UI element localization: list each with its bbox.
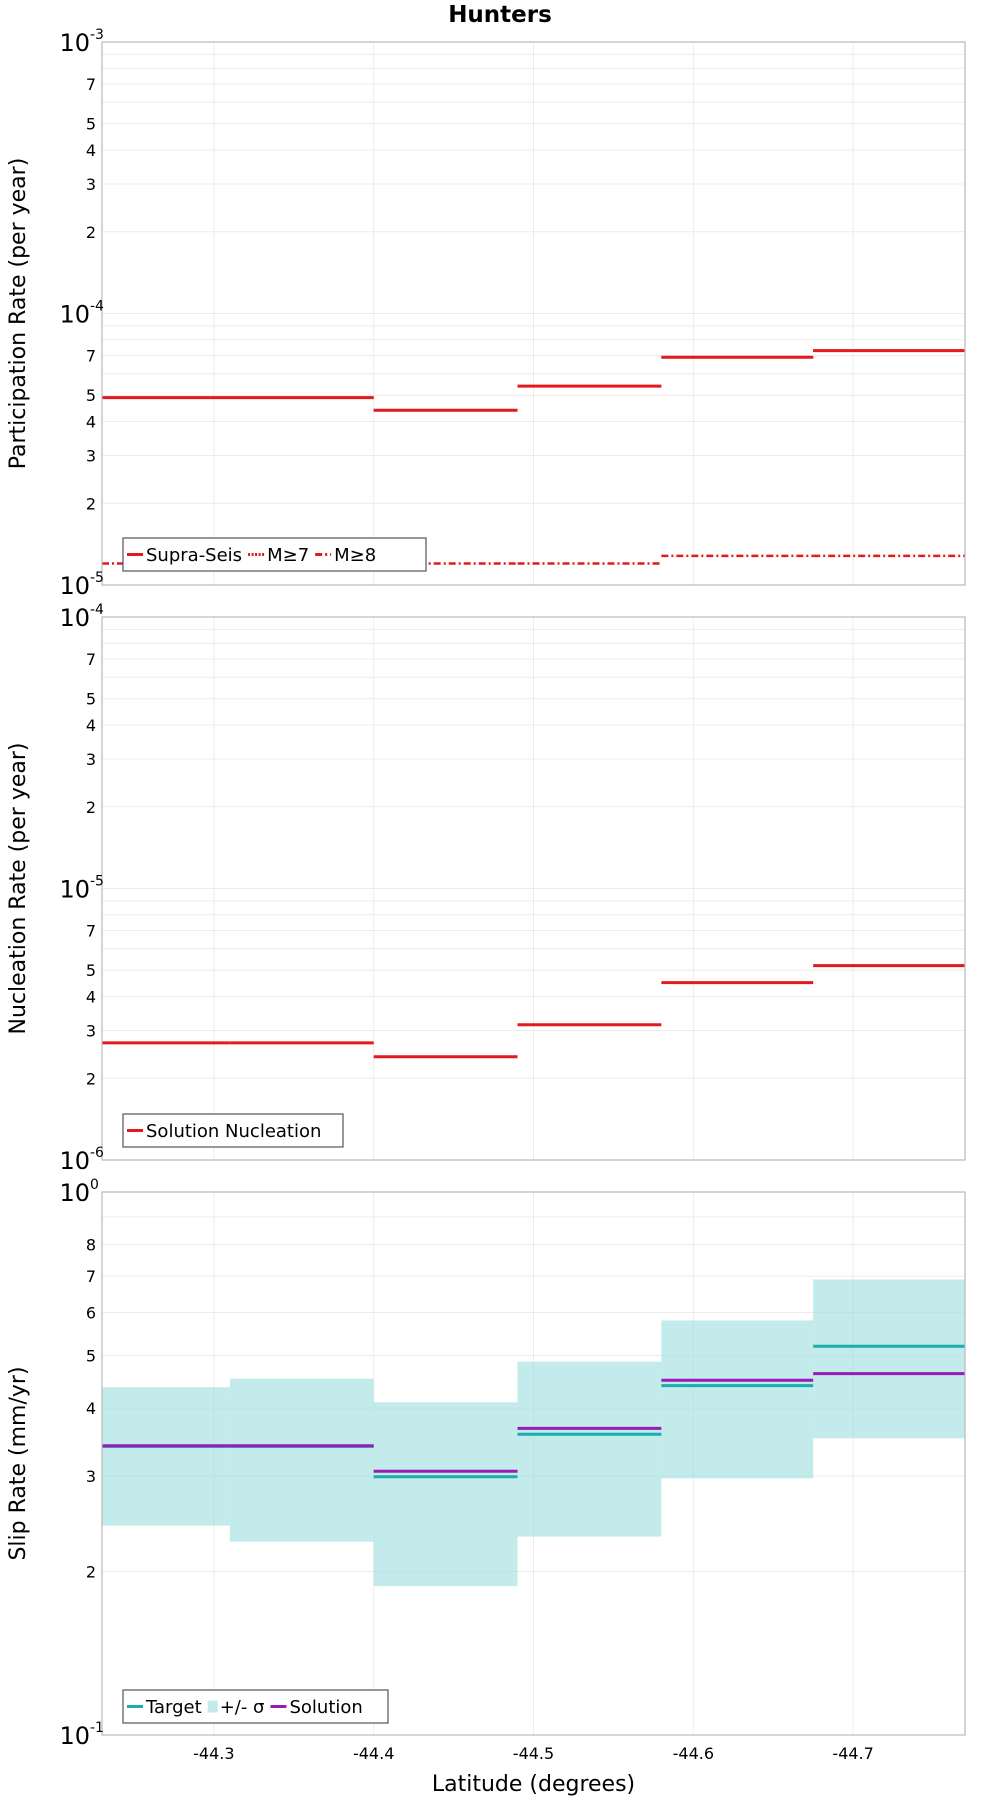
- y-tick-label: 3: [86, 1467, 96, 1486]
- legend-label: +/- σ: [220, 1697, 265, 1718]
- y-tick-label: 4: [86, 716, 96, 735]
- y-tick-exponent: -3: [90, 27, 104, 43]
- y-tick-exponent: -4: [90, 602, 104, 618]
- y-tick-label-major: 10: [59, 604, 90, 632]
- y-axis-label: Participation Rate (per year): [6, 158, 31, 470]
- plot-frame: [101, 616, 966, 1161]
- legend-box: [122, 1113, 344, 1148]
- y-tick-label: 4: [86, 1399, 96, 1418]
- legend: Supra-Seis M≥7 M≥8: [122, 537, 427, 572]
- y-tick-label: 2: [86, 798, 96, 817]
- y-tick-label: 7: [86, 1267, 96, 1286]
- legend-label: M≥7: [267, 545, 309, 566]
- y-tick-label-major: 10: [59, 301, 90, 329]
- sigma-band-segment: [661, 1320, 814, 1479]
- y-tick-label-major: 10: [59, 572, 90, 600]
- legend-box: [122, 1689, 389, 1724]
- y-tick-label: 3: [86, 1021, 96, 1040]
- y-tick-label: 3: [86, 750, 96, 769]
- y-tick-label: 6: [86, 1303, 96, 1322]
- y-tick-label: 2: [86, 223, 96, 242]
- y-tick-label: 5: [86, 690, 96, 709]
- y-tick-label-major: 10: [59, 1147, 90, 1175]
- y-tick-label: 5: [86, 961, 96, 980]
- y-tick-label: 3: [86, 175, 96, 194]
- y-tick-label: 5: [86, 386, 96, 405]
- y-tick-label: 2: [86, 1069, 96, 1088]
- y-tick-label: 5: [86, 1346, 96, 1365]
- x-tick-label: -44.5: [513, 1744, 554, 1763]
- y-tick-label-major: 10: [59, 1179, 90, 1207]
- x-tick-label: -44.4: [353, 1744, 394, 1763]
- y-tick-exponent: -1: [90, 1720, 104, 1736]
- y-tick-exponent: 0: [90, 1177, 99, 1193]
- legend-label: Target: [145, 1697, 202, 1718]
- sigma-band-segment: [813, 1279, 965, 1439]
- legend: Target +/- σ Solution: [122, 1689, 389, 1724]
- chart-title: Hunters: [448, 2, 552, 28]
- y-tick-label: 4: [86, 988, 96, 1007]
- legend-label: M≥8: [334, 545, 376, 566]
- y-tick-label-major: 10: [59, 1722, 90, 1750]
- legend-swatch-band: [207, 1700, 218, 1713]
- y-axis-label: Slip Rate (mm/yr): [6, 1366, 31, 1560]
- plot-frame: [101, 1191, 966, 1736]
- y-tick-label: 5: [86, 115, 96, 134]
- x-axis-label: Latitude (degrees): [432, 1772, 635, 1797]
- plot-frame: [101, 41, 966, 586]
- x-tick-label: -44.7: [832, 1744, 873, 1763]
- y-tick-label: 3: [86, 446, 96, 465]
- y-tick-exponent: -6: [90, 1145, 104, 1161]
- sigma-band-segment: [517, 1361, 662, 1537]
- legend-label: Supra-Seis: [146, 545, 242, 566]
- sigma-band-segment: [229, 1378, 374, 1542]
- y-tick-label: 2: [86, 494, 96, 513]
- y-tick-label: 4: [86, 413, 96, 432]
- sigma-band-segment: [102, 1387, 230, 1526]
- y-tick-label: 4: [86, 141, 96, 160]
- y-tick-label-major: 10: [59, 876, 90, 904]
- legend-label: Solution Nucleation: [146, 1121, 321, 1142]
- y-tick-label-major: 10: [59, 29, 90, 57]
- y-tick-label: 7: [86, 347, 96, 366]
- x-tick-label: -44.3: [193, 1744, 234, 1763]
- y-axis-label: Nucleation Rate (per year): [6, 743, 31, 1035]
- y-tick-exponent: -5: [90, 874, 104, 890]
- y-tick-exponent: -5: [90, 570, 104, 586]
- y-tick-label: 7: [86, 650, 96, 669]
- y-tick-label: 7: [86, 922, 96, 941]
- y-tick-exponent: -4: [90, 299, 104, 315]
- legend: Solution Nucleation: [122, 1113, 344, 1148]
- sigma-band-segment: [373, 1402, 518, 1587]
- y-tick-label: 7: [86, 75, 96, 94]
- y-tick-label: 8: [86, 1236, 96, 1255]
- x-tick-label: -44.6: [673, 1744, 714, 1763]
- legend-box: [122, 537, 427, 572]
- legend-label: Solution: [289, 1697, 362, 1718]
- y-tick-label: 2: [86, 1563, 96, 1582]
